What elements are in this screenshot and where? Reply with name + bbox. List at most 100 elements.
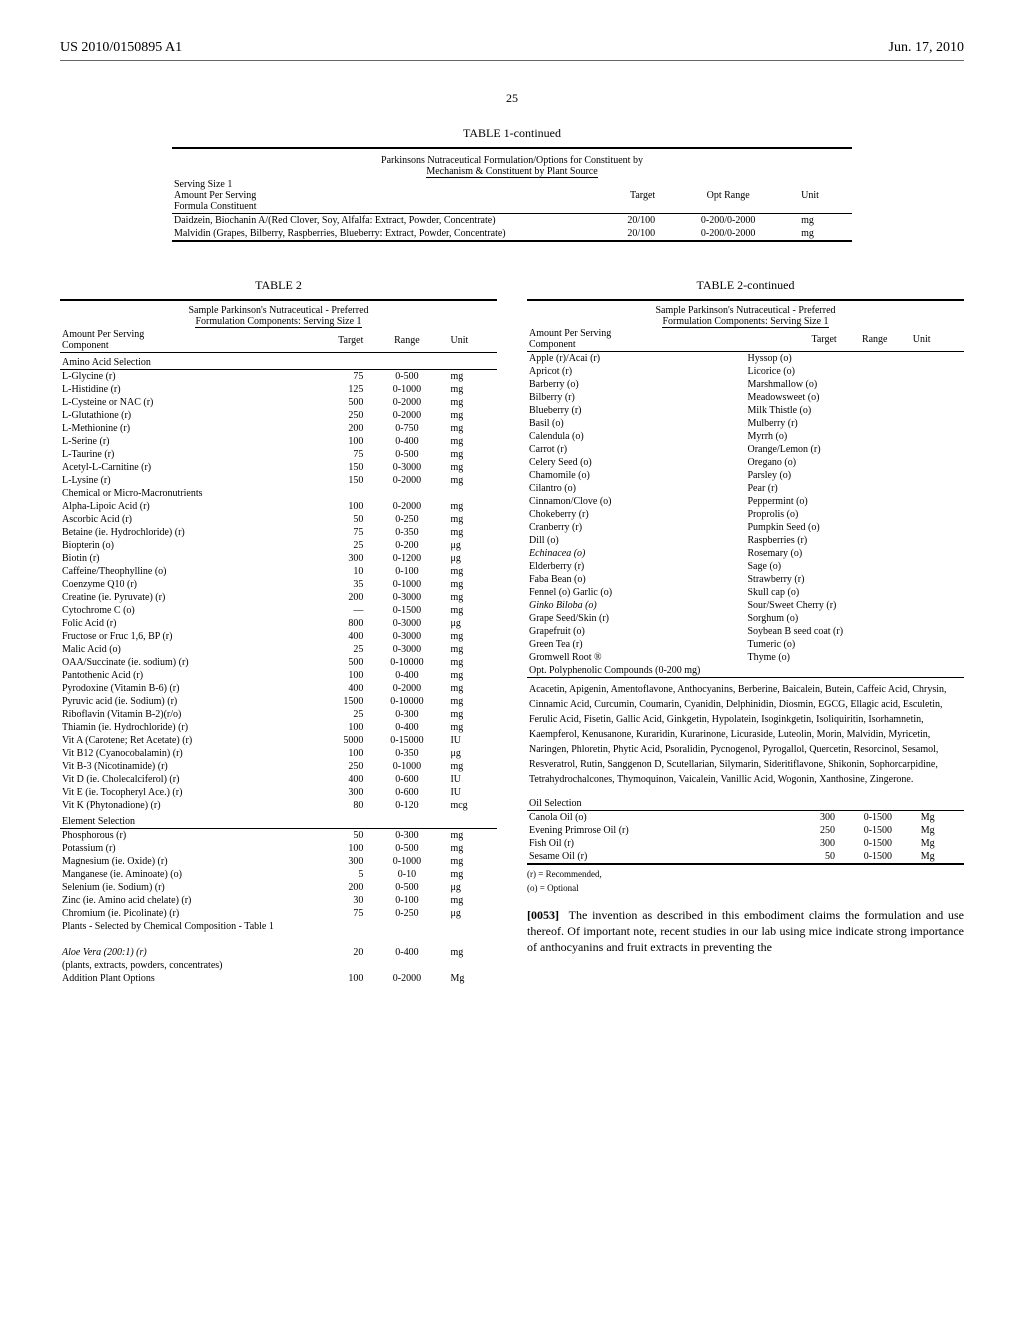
t1-h-formula: Formula Constituent	[174, 201, 257, 212]
table-row: L-Cysteine or NAC (r)5000-2000mg	[60, 396, 497, 409]
t1-h-unit: Unit	[799, 178, 852, 214]
pub-date: Jun. 17, 2010	[889, 40, 964, 56]
plant-pair-row: Barberry (o)Marshmallow (o)	[527, 378, 964, 391]
plant-pair-row: Apple (r)/Acai (r)Hyssop (o)	[527, 352, 964, 365]
table-row: Creatine (ie. Pyruvate) (r)2000-3000mg	[60, 591, 497, 604]
t2-h-comp: Component	[62, 340, 109, 351]
table2-title-cont: TABLE 2-continued	[527, 278, 964, 293]
table-row: Vit B-3 (Nicotinamide) (r)2500-1000mg	[60, 760, 497, 773]
body-paragraph: [0053] The invention as described in thi…	[527, 907, 964, 956]
sec-plants: Plants - Selected by Chemical Compositio…	[60, 920, 497, 933]
t2c-h-range: Range	[839, 327, 911, 352]
table-row: Coenzyme Q10 (r)350-1000mg	[60, 578, 497, 591]
t1r2-unit: mg	[799, 227, 852, 241]
table-row: Folic Acid (r)8000-3000μg	[60, 617, 497, 630]
table-row: Fish Oil (r)3000-1500Mg	[527, 837, 964, 850]
add-u: Mg	[448, 972, 497, 985]
table-row: Selenium (ie. Sodium) (r)2000-500μg	[60, 881, 497, 894]
right-column: TABLE 2-continued Sample Parkinson's Nut…	[527, 272, 964, 985]
table1: Parkinsons Nutraceutical Formulation/Opt…	[172, 147, 852, 242]
table2-title: TABLE 2	[60, 278, 497, 293]
plant-pair-row: Cilantro (o)Pear (r)	[527, 482, 964, 495]
table-row: L-Histidine (r)1250-1000mg	[60, 383, 497, 396]
table-row: L-Serine (r)1000-400mg	[60, 435, 497, 448]
plant-pair-row: Ginko Biloba (o)Sour/Sweet Cherry (r)	[527, 599, 964, 612]
t2-sub1: Sample Parkinson's Nutraceutical - Prefe…	[188, 305, 368, 316]
sec-poly: Opt. Polyphenolic Compounds (0-200 mg)	[527, 664, 964, 678]
plant-pairs-list: Apple (r)/Acai (r)Hyssop (o)Apricot (r)L…	[527, 352, 964, 664]
t2c-h-unit: Unit	[911, 327, 964, 352]
t2-h-unit: Unit	[448, 328, 497, 353]
t1-h-serving: Serving Size 1	[174, 179, 232, 190]
table-row: Caffeine/Theophylline (o)100-100mg	[60, 565, 497, 578]
aloe-u: mg	[448, 946, 497, 959]
table-row: Vit K (Phytonadione) (r)800-120mcg	[60, 799, 497, 812]
table-row: OAA/Succinate (ie. sodium) (r)5000-10000…	[60, 656, 497, 669]
table-row: Fructose or Fruc 1,6, BP (r)4000-3000mg	[60, 630, 497, 643]
t2c-h-target: Target	[767, 327, 838, 352]
table1-title: TABLE 1-continued	[172, 126, 852, 141]
plant-pair-row: Cinnamon/Clove (o)Peppermint (o)	[527, 495, 964, 508]
table-row: L-Glutathione (r)2500-2000mg	[60, 409, 497, 422]
t1r2-range: 0-200/0-2000	[657, 227, 799, 241]
add-r: 0-2000	[365, 972, 448, 985]
footnote-r: (r) = Recommended,	[527, 865, 964, 879]
polyphenolic-compounds: Acacetin, Apigenin, Amentoflavone, Antho…	[527, 678, 964, 797]
add-t: 100	[300, 972, 365, 985]
plant-pair-row: Fennel (o) Garlic (o)Skull cap (o)	[527, 586, 964, 599]
table-row: Vit D (ie. Cholecalciferol) (r)4000-600I…	[60, 773, 497, 786]
table-row: Addition Plant Options 100 0-2000 Mg	[60, 972, 497, 985]
table2-right-head: Amount Per Serving Component Target Rang…	[527, 327, 964, 352]
plant-pair-row: Apricot (r)Licorice (o)	[527, 365, 964, 378]
aloe-note: (plants, extracts, powders, concentrates…	[60, 959, 497, 972]
plant-pair-row: Green Tea (r)Tumeric (o)	[527, 638, 964, 651]
t2-h-range: Range	[365, 328, 448, 353]
aloe-name: Aloe Vera (200:1) (r)	[62, 947, 147, 958]
table-row: Pyrodoxine (Vitamin B-6) (r)4000-2000mg	[60, 682, 497, 695]
table-row: Canola Oil (o)3000-1500Mg	[527, 811, 964, 824]
left-column: TABLE 2 Sample Parkinson's Nutraceutical…	[60, 272, 497, 985]
para-text: The invention as described in this embod…	[527, 908, 964, 954]
sec-chem: Chemical or Micro-Macronutrients	[60, 487, 497, 500]
table-row: Sesame Oil (r)500-1500Mg	[527, 850, 964, 864]
table-row: Alpha-Lipoic Acid (r)1000-2000mg	[60, 500, 497, 513]
footnote-o: (o) = Optional	[527, 879, 964, 893]
table-row: Daidzein, Biochanin A/(Red Clover, Soy, …	[172, 214, 852, 228]
table-row: L-Glycine (r)750-500mg	[60, 370, 497, 384]
t1r1-target: 20/100	[580, 214, 657, 228]
plant-pair-row: Bilberry (r)Meadowsweet (o)	[527, 391, 964, 404]
table-row: Magnesium (ie. Oxide) (r)3000-1000mg	[60, 855, 497, 868]
table-row: Chromium (ie. Picolinate) (r)750-250μg	[60, 907, 497, 920]
table-row: L-Lysine (r)1500-2000mg	[60, 474, 497, 487]
aloe-r: 0-400	[365, 946, 448, 959]
oil-table: Canola Oil (o)3000-1500MgEvening Primros…	[527, 811, 964, 865]
table-row: Ascorbic Acid (r)500-250mg	[60, 513, 497, 526]
table-row: Biopterin (o)250-200μg	[60, 539, 497, 552]
table-row: Cytochrome C (o)—0-1500mg	[60, 604, 497, 617]
plant-pair-row: Celery Seed (o)Oregano (o)	[527, 456, 964, 469]
table-row: Vit B12 (Cyanocobalamin) (r)1000-350μg	[60, 747, 497, 760]
plant-pair-row: Chokeberry (r)Proprolis (o)	[527, 508, 964, 521]
plant-pair-row: Faba Bean (o)Strawberry (r)	[527, 573, 964, 586]
t1r1-name: Daidzein, Biochanin A/(Red Clover, Soy, …	[172, 214, 580, 228]
aloe-t: 20	[300, 946, 365, 959]
plant-pair-row: Blueberry (r)Milk Thistle (o)	[527, 404, 964, 417]
plant-pair-row: Gromwell Root ®Thyme (o)	[527, 651, 964, 664]
table-row: L-Methionine (r)2000-750mg	[60, 422, 497, 435]
para-num: [0053]	[527, 908, 559, 922]
plant-pair-row: Echinacea (o)Rosemary (o)	[527, 547, 964, 560]
t1-h-amount: Amount Per Serving	[174, 190, 256, 201]
table-row: Thiamin (ie. Hydrochloride) (r)1000-400m…	[60, 721, 497, 734]
plant-pair-row: Calendula (o)Myrrh (o)	[527, 430, 964, 443]
plant-pair-row: Grape Seed/Skin (r)Sorghum (o)	[527, 612, 964, 625]
sec-oil: Oil Selection	[527, 797, 964, 811]
table-row: Pyruvic acid (ie. Sodium) (r)15000-10000…	[60, 695, 497, 708]
plant-pair-row: Basil (o)Mulberry (r)	[527, 417, 964, 430]
t2c-sub2: Formulation Components: Serving Size 1	[662, 316, 828, 328]
sec-amino: Amino Acid Selection	[60, 353, 497, 370]
table-row: Aloe Vera (200:1) (r) 20 0-400 mg	[60, 946, 497, 959]
plant-pair-row: Carrot (r)Orange/Lemon (r)	[527, 443, 964, 456]
t2-sub2: Formulation Components: Serving Size 1	[195, 316, 361, 328]
table-row: Zinc (ie. Amino acid chelate) (r)300-100…	[60, 894, 497, 907]
table-row: Biotin (r)3000-1200μg	[60, 552, 497, 565]
